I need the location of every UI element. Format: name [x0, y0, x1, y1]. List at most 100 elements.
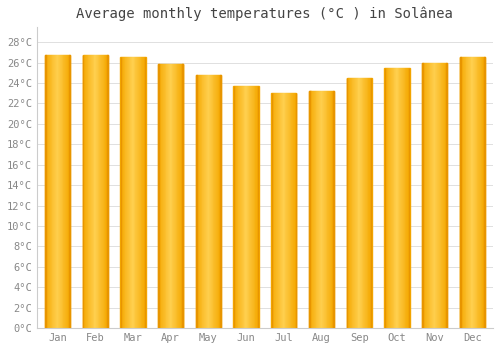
Bar: [312, 91, 313, 328]
Bar: [54, 55, 55, 328]
Bar: [367, 78, 368, 328]
Bar: [391, 68, 392, 328]
Bar: [313, 91, 314, 328]
Bar: [403, 68, 404, 328]
Bar: [244, 86, 245, 328]
Bar: [86, 55, 87, 328]
Bar: [366, 78, 367, 328]
Bar: [216, 75, 217, 328]
Bar: [201, 75, 202, 328]
Bar: [134, 57, 136, 328]
Bar: [168, 64, 169, 328]
Bar: [65, 55, 66, 328]
Bar: [386, 68, 387, 328]
Bar: [423, 63, 424, 328]
Bar: [200, 75, 201, 328]
Bar: [396, 68, 397, 328]
Bar: [394, 68, 395, 328]
Bar: [274, 93, 276, 328]
Bar: [406, 68, 407, 328]
Bar: [90, 55, 91, 328]
Bar: [278, 93, 280, 328]
Bar: [212, 75, 214, 328]
Bar: [324, 91, 325, 328]
Bar: [404, 68, 406, 328]
Bar: [466, 57, 468, 328]
Bar: [124, 57, 126, 328]
Bar: [245, 86, 246, 328]
Bar: [206, 75, 208, 328]
Bar: [123, 57, 124, 328]
Bar: [446, 63, 448, 328]
Bar: [48, 55, 49, 328]
Bar: [180, 64, 181, 328]
Bar: [58, 55, 59, 328]
Bar: [126, 57, 127, 328]
Bar: [137, 57, 138, 328]
Bar: [310, 91, 312, 328]
Bar: [284, 93, 286, 328]
Bar: [371, 78, 372, 328]
Bar: [472, 57, 473, 328]
Bar: [443, 63, 444, 328]
Bar: [283, 93, 284, 328]
Bar: [427, 63, 428, 328]
Bar: [356, 78, 358, 328]
Bar: [103, 55, 104, 328]
Bar: [290, 93, 292, 328]
Bar: [395, 68, 396, 328]
Bar: [139, 57, 140, 328]
Bar: [158, 64, 159, 328]
Bar: [314, 91, 316, 328]
Bar: [293, 93, 294, 328]
Bar: [250, 86, 251, 328]
Bar: [332, 91, 334, 328]
Bar: [160, 64, 162, 328]
Bar: [208, 75, 209, 328]
Bar: [442, 63, 443, 328]
Bar: [350, 78, 351, 328]
Bar: [87, 55, 88, 328]
Bar: [398, 68, 400, 328]
Bar: [392, 68, 394, 328]
Bar: [64, 55, 65, 328]
Bar: [234, 86, 235, 328]
Bar: [428, 63, 430, 328]
Bar: [431, 63, 432, 328]
Bar: [198, 75, 199, 328]
Bar: [253, 86, 254, 328]
Bar: [360, 78, 361, 328]
Bar: [176, 64, 178, 328]
Bar: [350, 78, 352, 328]
Bar: [323, 91, 324, 328]
Bar: [248, 86, 250, 328]
Bar: [402, 68, 403, 328]
Bar: [238, 86, 240, 328]
Bar: [61, 55, 62, 328]
Bar: [384, 68, 385, 328]
Bar: [88, 55, 90, 328]
Bar: [318, 91, 319, 328]
Bar: [439, 63, 440, 328]
Bar: [272, 93, 273, 328]
Bar: [162, 64, 163, 328]
Bar: [273, 93, 274, 328]
Bar: [355, 78, 356, 328]
Bar: [107, 55, 108, 328]
Bar: [385, 68, 386, 328]
Bar: [325, 91, 326, 328]
Bar: [468, 57, 469, 328]
Bar: [390, 68, 391, 328]
Bar: [287, 93, 288, 328]
Bar: [240, 86, 241, 328]
Bar: [352, 78, 354, 328]
Bar: [476, 57, 478, 328]
Bar: [98, 55, 100, 328]
Bar: [59, 55, 60, 328]
Bar: [94, 55, 96, 328]
Bar: [52, 55, 54, 328]
Bar: [484, 57, 485, 328]
Bar: [401, 68, 402, 328]
Bar: [178, 64, 179, 328]
Bar: [164, 64, 165, 328]
